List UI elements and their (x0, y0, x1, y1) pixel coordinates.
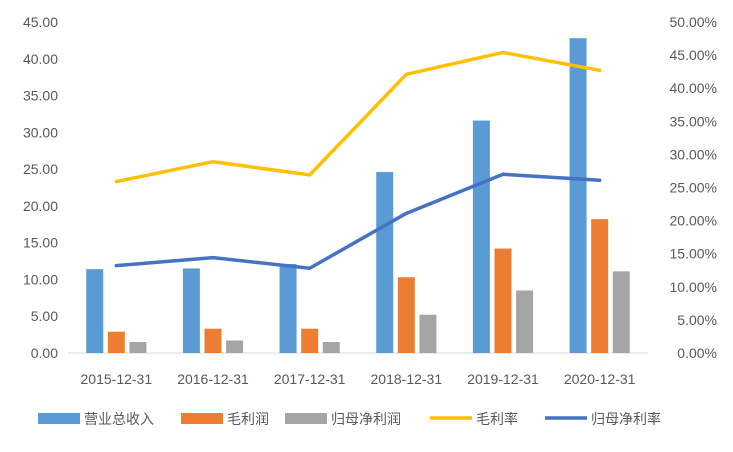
legend-item-毛利润: 毛利润 (181, 412, 269, 428)
bar-归母净利润-2018-12-31 (419, 314, 437, 353)
bar-营业总收入-2019-12-31 (472, 120, 490, 353)
point-归母净利率-2017-12-31 (308, 267, 311, 270)
left-tick-label: 0.00 (31, 345, 58, 361)
legend-label: 毛利润 (227, 412, 269, 428)
legend-item-毛利率: 毛利率 (430, 411, 518, 428)
bar-营业总收入-2016-12-31 (182, 268, 200, 353)
right-tick-label: 40.00% (670, 80, 717, 96)
bar-归母净利润-2020-12-31 (612, 271, 630, 353)
legend-label: 归母净利率 (591, 411, 661, 428)
left-tick-label: 15.00 (23, 235, 58, 251)
point-归母净利率-2020-12-31 (598, 179, 601, 182)
legend-item-归母净利率: 归母净利率 (545, 411, 661, 428)
legend-swatch (285, 413, 327, 424)
right-axis: 0.00% 5.00% 10.00% 15.00% 20.00% 25.00% 30.00%… (670, 14, 717, 361)
x-tick-label: 2016-12-31 (177, 371, 249, 387)
bar-归母净利润-2019-12-31 (516, 290, 534, 353)
point-归母净利率-2015-12-31 (115, 264, 118, 267)
right-tick-label: 30.00% (670, 146, 717, 162)
x-tick-label: 2015-12-31 (81, 371, 153, 387)
right-tick-label: 50.00% (670, 14, 717, 30)
point-毛利率-2016-12-31 (211, 160, 215, 163)
bar-毛利润-2017-12-31 (301, 328, 319, 353)
point-归母净利率-2016-12-31 (211, 256, 215, 259)
bar-毛利润-2016-12-31 (204, 328, 222, 353)
right-tick-label: 5.00% (677, 312, 717, 328)
right-tick-label: 45.00% (670, 47, 717, 63)
point-毛利率-2015-12-31 (115, 180, 118, 183)
left-tick-label: 35.00 (23, 88, 58, 104)
bar-归母净利润-2016-12-31 (226, 340, 244, 353)
legend-label: 营业总收入 (84, 412, 154, 428)
bar-毛利润-2018-12-31 (397, 277, 415, 353)
left-tick-label: 10.00 (23, 271, 58, 287)
legend-label: 毛利率 (476, 411, 518, 428)
point-毛利率-2017-12-31 (308, 173, 311, 177)
line-毛利率 (114, 50, 602, 184)
point-毛利率-2019-12-31 (501, 51, 505, 54)
line-归母净利率 (114, 172, 602, 271)
x-tick-label: 2017-12-31 (274, 371, 346, 387)
bar-series-group (86, 38, 630, 353)
bar-毛利润-2020-12-31 (591, 219, 609, 353)
legend-swatch (181, 413, 223, 424)
bar-营业总收入-2017-12-31 (279, 263, 297, 353)
bar-归母净利润-2017-12-31 (322, 341, 340, 353)
point-归母净利率-2019-12-31 (501, 173, 505, 176)
x-tick-label: 2018-12-31 (371, 371, 443, 387)
left-tick-label: 25.00 (23, 161, 58, 177)
point-毛利率-2020-12-31 (598, 69, 601, 72)
bar-毛利润-2015-12-31 (107, 331, 125, 353)
left-tick-label: 5.00 (31, 308, 58, 324)
right-tick-label: 20.00% (670, 213, 717, 229)
right-tick-label: 35.00% (670, 113, 717, 129)
point-归母净利率-2018-12-31 (405, 212, 408, 215)
left-tick-label: 40.00 (23, 51, 58, 67)
line-series-group (114, 50, 602, 271)
bar-毛利润-2019-12-31 (494, 248, 512, 353)
bar-归母净利润-2015-12-31 (129, 341, 147, 353)
legend: 营业总收入 毛利润 归母净利润 毛利率 归母净利率 (38, 411, 661, 428)
left-tick-label: 30.00 (23, 124, 58, 140)
x-axis: 2015-12-31 2016-12-31 2017-12-31 2018-12-31… (81, 371, 636, 387)
bar-营业总收入-2015-12-31 (86, 269, 104, 353)
bar-营业总收入-2020-12-31 (569, 38, 587, 353)
bar-营业总收入-2018-12-31 (376, 172, 394, 353)
x-tick-label: 2020-12-31 (564, 371, 636, 387)
x-tick-label: 2019-12-31 (467, 371, 539, 387)
right-tick-label: 0.00% (677, 345, 717, 361)
right-tick-label: 25.00% (670, 180, 717, 196)
left-tick-label: 45.00 (23, 14, 58, 30)
right-tick-label: 10.00% (670, 279, 717, 295)
point-毛利率-2018-12-31 (405, 73, 408, 76)
legend-label: 归母净利润 (331, 411, 401, 428)
right-tick-label: 15.00% (670, 246, 717, 262)
legend-swatch (38, 413, 80, 424)
legend-item-营业总收入: 营业总收入 (38, 412, 154, 428)
left-axis: 0.00 5.00 10.00 15.00 20.00 25.00 30.00 35.00 40… (23, 14, 58, 361)
left-tick-label: 20.00 (23, 198, 58, 214)
legend-item-归母净利润: 归母净利润 (285, 411, 401, 428)
